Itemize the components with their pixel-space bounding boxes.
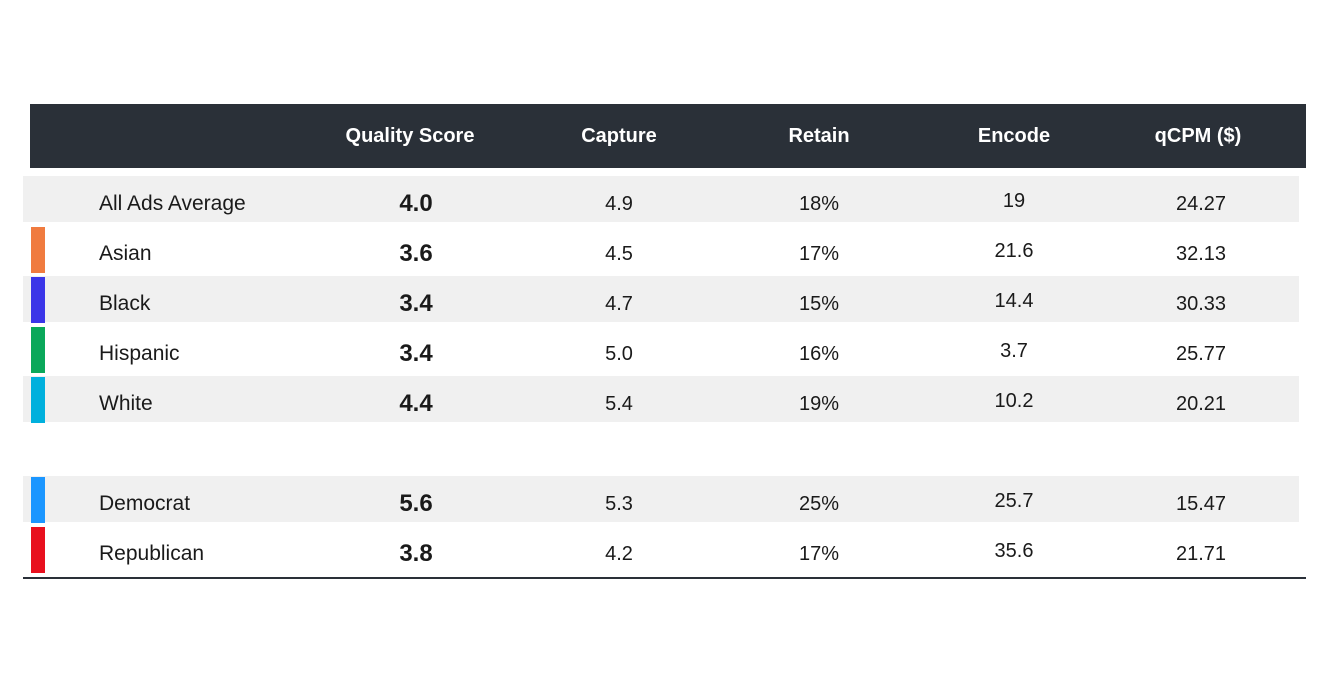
- column-header-quality-score: Quality Score: [345, 125, 475, 147]
- table-row: Republican 3.8 4.2 17% 35.6 21.71: [23, 526, 1299, 573]
- cell-retain: 19%: [798, 393, 840, 415]
- row-color-swatch: [31, 527, 45, 573]
- column-header-retain: Retain: [788, 125, 850, 147]
- row-label: Republican: [99, 542, 205, 565]
- column-header-qcpm: qCPM ($): [1154, 125, 1242, 147]
- table-row: All Ads Average 4.0 4.9 18% 19 24.27: [23, 176, 1299, 222]
- column-header-capture: Capture: [581, 125, 657, 147]
- cell-qcpm: 30.33: [1175, 293, 1227, 315]
- row-label: White: [99, 392, 153, 415]
- cell-qcpm: 21.71: [1175, 543, 1227, 565]
- cell-encode: 35.6: [994, 540, 1034, 562]
- cell-retain: 17%: [798, 243, 840, 265]
- row-label: Democrat: [99, 492, 191, 515]
- cell-encode: 3.7: [1000, 340, 1028, 362]
- row-color-swatch: [31, 327, 45, 373]
- row-color-swatch: [31, 477, 45, 523]
- row-color-swatch: [31, 227, 45, 273]
- cell-retain: 15%: [798, 293, 840, 315]
- cell-quality-score: 4.0: [399, 190, 433, 217]
- cell-qcpm: 32.13: [1175, 243, 1227, 265]
- cell-retain: 17%: [798, 543, 840, 565]
- cell-qcpm: 24.27: [1175, 193, 1227, 215]
- cell-quality-score: 3.4: [399, 340, 433, 367]
- cell-retain: 18%: [798, 193, 840, 215]
- table-bottom-rule: [23, 577, 1306, 579]
- table-header: Quality Score Capture Retain Encode qCPM…: [30, 104, 1306, 168]
- cell-capture: 5.4: [605, 393, 633, 415]
- row-label: Asian: [99, 242, 152, 265]
- cell-retain: 25%: [798, 493, 840, 515]
- cell-capture: 5.3: [605, 493, 633, 515]
- cell-capture: 5.0: [605, 343, 633, 365]
- cell-retain: 16%: [798, 343, 840, 365]
- cell-quality-score: 5.6: [399, 490, 433, 517]
- row-color-swatch: [31, 377, 45, 423]
- table-row: Hispanic 3.4 5.0 16% 3.7 25.77: [23, 326, 1299, 373]
- row-label: Black: [99, 292, 151, 315]
- cell-quality-score: 3.6: [399, 240, 433, 267]
- cell-encode: 25.7: [994, 490, 1034, 512]
- cell-capture: 4.7: [605, 293, 633, 315]
- column-header-encode: Encode: [977, 125, 1051, 147]
- cell-encode: 14.4: [994, 290, 1034, 312]
- cell-encode: 10.2: [994, 390, 1034, 412]
- cell-qcpm: 20.21: [1175, 393, 1227, 415]
- cell-quality-score: 3.8: [399, 540, 433, 567]
- cell-capture: 4.9: [605, 193, 633, 215]
- cell-encode: 21.6: [994, 240, 1034, 262]
- table-row: Asian 3.6 4.5 17% 21.6 32.13: [23, 226, 1299, 273]
- cell-capture: 4.2: [605, 543, 633, 565]
- cell-qcpm: 25.77: [1175, 343, 1227, 365]
- table-row: White 4.4 5.4 19% 10.2 20.21: [23, 376, 1299, 423]
- table-row: Black 3.4 4.7 15% 14.4 30.33: [23, 276, 1299, 323]
- cell-encode: 19: [1002, 190, 1026, 212]
- cell-capture: 4.5: [605, 243, 633, 265]
- cell-quality-score: 4.4: [399, 390, 433, 417]
- row-label: All Ads Average: [99, 192, 246, 215]
- cell-quality-score: 3.4: [399, 290, 433, 317]
- row-color-swatch: [31, 277, 45, 323]
- table-row: Democrat 5.6 5.3 25% 25.7 15.47: [23, 476, 1299, 523]
- row-label: Hispanic: [99, 342, 180, 365]
- cell-qcpm: 15.47: [1175, 493, 1227, 515]
